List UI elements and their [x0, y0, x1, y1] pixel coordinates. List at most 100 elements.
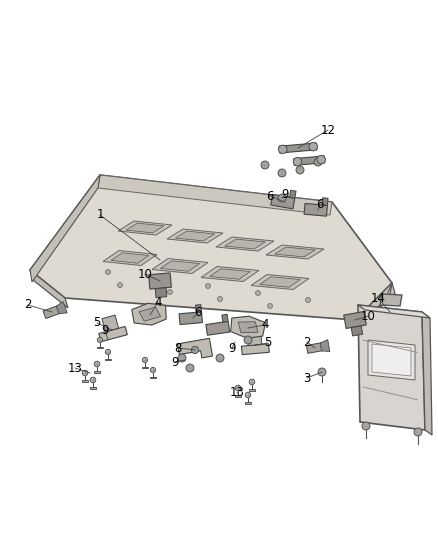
Polygon shape [380, 294, 402, 306]
Text: 2: 2 [24, 298, 32, 311]
Text: 13: 13 [230, 386, 244, 400]
Circle shape [178, 354, 186, 362]
Circle shape [245, 392, 251, 398]
Circle shape [167, 289, 173, 295]
Text: 10: 10 [138, 268, 152, 280]
Polygon shape [30, 175, 392, 320]
Polygon shape [271, 195, 295, 209]
Polygon shape [307, 343, 324, 353]
Circle shape [117, 282, 123, 287]
Polygon shape [30, 175, 100, 282]
Circle shape [318, 368, 326, 376]
Polygon shape [126, 223, 164, 233]
Circle shape [155, 277, 160, 281]
Polygon shape [43, 305, 61, 319]
Polygon shape [179, 312, 202, 325]
Polygon shape [206, 321, 230, 335]
Polygon shape [150, 377, 156, 378]
Polygon shape [247, 331, 262, 345]
Text: 12: 12 [321, 124, 336, 136]
Circle shape [150, 367, 155, 373]
Text: 8: 8 [174, 342, 182, 354]
Polygon shape [82, 380, 88, 382]
Polygon shape [152, 259, 208, 273]
Circle shape [279, 145, 287, 154]
Circle shape [268, 303, 272, 309]
Polygon shape [249, 389, 255, 391]
Text: 9: 9 [228, 342, 236, 354]
Circle shape [305, 297, 311, 303]
Polygon shape [238, 322, 258, 333]
Circle shape [255, 290, 261, 295]
Circle shape [293, 157, 302, 166]
Circle shape [90, 377, 96, 383]
Circle shape [278, 169, 286, 177]
Circle shape [205, 284, 211, 288]
Polygon shape [94, 371, 100, 373]
Polygon shape [260, 277, 300, 287]
Circle shape [362, 422, 370, 430]
Circle shape [278, 194, 286, 202]
Polygon shape [175, 231, 215, 241]
Polygon shape [368, 340, 415, 380]
Polygon shape [266, 245, 324, 259]
Polygon shape [103, 251, 157, 265]
Polygon shape [320, 340, 330, 351]
Polygon shape [422, 312, 432, 435]
Polygon shape [294, 156, 325, 165]
Text: 10: 10 [360, 310, 375, 322]
Polygon shape [251, 274, 309, 289]
Polygon shape [290, 190, 296, 198]
Circle shape [142, 357, 148, 362]
Polygon shape [351, 326, 363, 336]
Polygon shape [225, 239, 265, 249]
Polygon shape [304, 204, 328, 216]
Text: 4: 4 [154, 295, 162, 309]
Circle shape [414, 428, 422, 436]
Circle shape [317, 156, 325, 164]
Polygon shape [358, 305, 430, 318]
Circle shape [296, 166, 304, 174]
Circle shape [314, 158, 322, 166]
Circle shape [261, 161, 269, 169]
Polygon shape [30, 270, 68, 308]
Circle shape [244, 336, 252, 344]
Polygon shape [167, 229, 223, 243]
Text: 2: 2 [303, 335, 311, 349]
Circle shape [309, 142, 318, 151]
Polygon shape [142, 367, 148, 368]
Text: 6: 6 [194, 305, 202, 319]
Polygon shape [139, 307, 161, 321]
Text: 4: 4 [261, 319, 269, 332]
Text: 9: 9 [281, 189, 289, 201]
Polygon shape [355, 283, 395, 330]
Polygon shape [99, 327, 127, 342]
Polygon shape [155, 288, 167, 297]
Circle shape [97, 337, 102, 343]
Polygon shape [56, 302, 67, 314]
Polygon shape [105, 359, 111, 360]
Polygon shape [355, 283, 392, 322]
Polygon shape [118, 221, 172, 235]
Circle shape [106, 270, 110, 274]
Circle shape [106, 349, 111, 354]
Polygon shape [90, 387, 96, 389]
Polygon shape [111, 253, 149, 263]
Circle shape [216, 354, 224, 362]
Polygon shape [344, 311, 366, 328]
Polygon shape [231, 316, 265, 338]
Circle shape [191, 346, 198, 353]
Circle shape [249, 379, 255, 385]
Text: 13: 13 [67, 361, 82, 375]
Circle shape [218, 296, 223, 302]
Text: 6: 6 [316, 198, 324, 212]
Text: 3: 3 [303, 372, 311, 384]
Polygon shape [98, 175, 332, 215]
Polygon shape [177, 338, 212, 358]
Polygon shape [160, 261, 200, 271]
Circle shape [235, 385, 241, 391]
Text: 5: 5 [264, 336, 272, 350]
Polygon shape [241, 344, 269, 354]
Polygon shape [245, 402, 251, 404]
Polygon shape [216, 237, 274, 251]
